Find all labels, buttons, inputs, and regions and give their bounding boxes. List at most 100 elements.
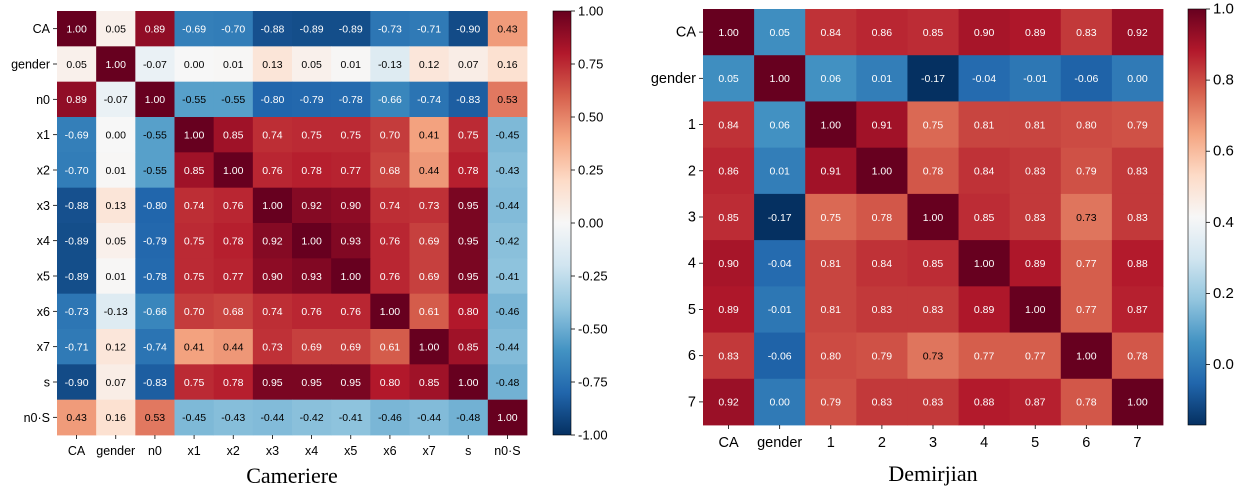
demirjian-cell-3-7 [1111,193,1164,241]
cameriere-cell-label: 1.00 [106,59,127,71]
demirjian-cell-4-3 [907,240,959,287]
demirjian-cell-7-6 [1060,378,1113,426]
cameriere-cell-x2-s [448,152,489,189]
cameriere-cell-x3-x7 [409,187,450,224]
cameriere-y-tick-label-n0-s: n0·S [24,411,50,425]
demirjian-cell-5-ca [703,286,755,333]
cameriere-cell-label: -0.71 [417,23,441,35]
cameriere-cell-n0-s-x2 [213,399,254,436]
cameriere-cell-x1-ca [57,117,97,153]
demirjian-cell-label: 0.80 [1076,119,1097,131]
demirjian-cell-label: 0.88 [1127,258,1148,270]
cameriere-cell-ca-x7 [409,11,450,47]
demirjian-cell-label: 0.87 [1127,304,1148,316]
cameriere-cell-x7-x5 [331,329,371,365]
cameriere-cell-x1-x6 [370,117,410,153]
cameriere-cell-x5-x5 [331,258,371,295]
cameriere-cell-n0-s-n0 [135,399,175,436]
cameriere-cell-gender-x5 [331,46,371,83]
demirjian-cell-label: 0.88 [974,397,995,409]
demirjian-cell-label: 0.85 [923,27,944,39]
cameriere-cell-gender-x3 [252,46,293,83]
cameriere-y-tick-label-gender: gender [11,58,50,72]
cameriere-cell-label: -0.41 [339,412,363,424]
demirjian-cell-gender-5 [1009,55,1062,102]
cameriere-cell-label: -0.79 [143,235,167,247]
cameriere-colorbar-tick-label: -0.75 [578,375,608,390]
cameriere-cell-n0-n0 [135,81,175,118]
cameriere-x-tick-label-s: s [465,444,471,458]
cameriere-heatmap: 1.00 0.05 0.89 -0.69 -0.70 -0.88 -0.89 -0.89 -0.… [11,4,608,489]
cameriere-cell-label: -0.79 [300,94,324,106]
demirjian-cell-label: 0.83 [872,304,893,316]
demirjian-cell-label: -0.17 [768,212,792,224]
demirjian-cell-5-1 [805,286,857,333]
cameriere-cell-label: -0.80 [143,200,167,212]
demirjian-cell-label: -0.17 [921,73,945,85]
demirjian-x-tick-label-2: 2 [878,435,886,451]
cameriere-cell-label: -0.44 [417,412,441,424]
cameriere-cell-label: -0.44 [495,200,519,212]
cameriere-cell-ca-x4 [292,11,332,47]
cameriere-cell-x7-n0-s [487,329,528,365]
cameriere-cell-label: 0.95 [262,377,283,389]
demirjian-cell-label: 0.77 [974,350,995,362]
cameriere-cell-label: 0.78 [301,165,322,177]
cameriere-cell-label: -0.44 [495,341,519,353]
cameriere-cell-x1-x1 [174,117,215,153]
cameriere-cell-label: 0.76 [380,271,401,283]
demirjian-cell-gender-gender [754,55,806,102]
cameriere-cell-label: 0.95 [458,271,479,283]
demirjian-cell-gender-7 [1111,55,1164,102]
demirjian-cell-label: 0.01 [769,166,790,178]
demirjian-cell-label: 0.85 [718,212,739,224]
demirjian-cell-label: 0.87 [1025,397,1046,409]
cameriere-cell-x5-x1 [174,258,215,295]
demirjian-x-tick-label-ca: CA [718,435,738,451]
demirjian-cell-label: 0.89 [718,304,739,316]
demirjian-y-tick-label-5: 5 [688,302,696,318]
cameriere-cell-label: -0.89 [300,23,324,35]
cameriere-cell-ca-x2 [213,11,254,47]
cameriere-cell-label: -0.55 [143,129,167,141]
cameriere-cell-gender-x4 [292,46,332,83]
cameriere-cell-label: 0.00 [184,59,205,71]
demirjian-cell-label: 0.89 [974,304,995,316]
demirjian-heatmap: 1.00 0.05 0.84 0.86 0.85 0.90 0.89 0.83 0.920.05… [651,1,1234,487]
cameriere-cell-x2-x4 [292,152,332,189]
demirjian-y-tick-label-4: 4 [688,256,696,272]
cameriere-cell-label: 0.73 [262,341,283,353]
cameriere-cell-n0-x4 [292,81,332,118]
demirjian-cell-5-3 [907,286,959,333]
cameriere-cell-label: 0.12 [419,59,440,71]
cameriere-cell-label: 0.90 [341,200,362,212]
demirjian-cell-label: -0.01 [768,304,792,316]
cameriere-cell-gender-n0 [135,46,175,83]
demirjian-cell-6-5 [1009,332,1062,380]
cameriere-cell-x7-x2 [213,329,254,365]
demirjian-cell-label: 0.73 [1076,212,1097,224]
cameriere-colorbar-tick-label: 0.25 [578,163,603,178]
demirjian-cell-1-5 [1009,101,1062,149]
cameriere-cell-label: 0.93 [341,235,362,247]
demirjian-x-tick-label-5: 5 [1031,435,1039,451]
demirjian-cell-1-3 [907,101,959,149]
cameriere-cell-label: 0.01 [106,271,127,283]
demirjian-cell-label: 0.90 [718,258,739,270]
cameriere-cell-label: 0.75 [184,271,205,283]
cameriere-cell-label: 0.93 [301,271,322,283]
demirjian-cell-label: 0.85 [923,258,944,270]
cameriere-x-tick-label-x6: x6 [383,444,396,458]
cameriere-cell-x2-n0-s [487,152,528,189]
demirjian-cell-label: 0.83 [923,397,944,409]
demirjian-cell-4-gender [754,240,806,287]
cameriere-cell-label: 0.69 [419,235,440,247]
cameriere-cell-s-x2 [213,364,254,401]
cameriere-cell-label: -0.83 [456,94,480,106]
cameriere-cell-label: -0.45 [182,412,206,424]
cameriere-cell-label: 0.77 [341,165,362,177]
demirjian-cell-ca-3 [907,9,959,56]
cameriere-cell-label: -0.78 [143,271,167,283]
demirjian-cell-2-1 [805,147,857,195]
cameriere-cell-n0-gender [96,81,136,118]
